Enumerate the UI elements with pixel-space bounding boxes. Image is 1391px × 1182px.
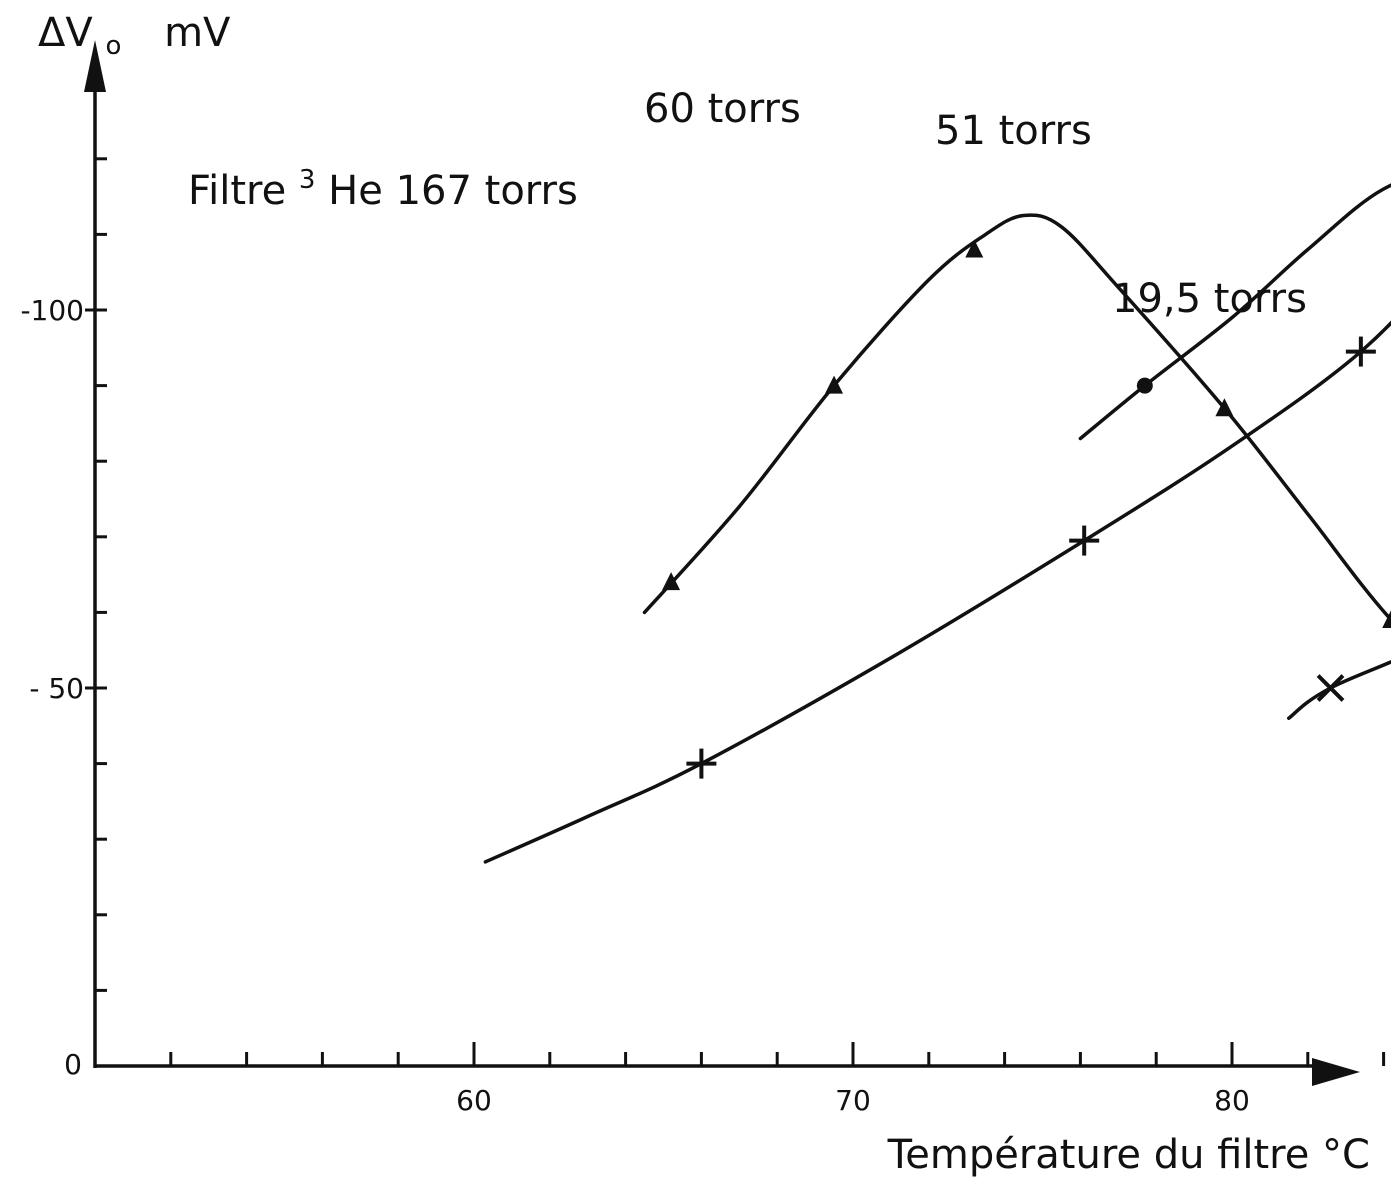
tick-labels-group: 607080901000- 50-100 [20,294,1250,1117]
data-point-51-plus [1069,525,1100,556]
x-axis-arrowhead [1312,1058,1360,1086]
series-curves-group [483,183,1391,864]
data-point-51-plus [1345,336,1376,367]
series-curve-19-5-torrs [1287,660,1391,720]
series-curve-51-torrs [483,320,1391,864]
annotation-167-sup: 3 [299,165,316,195]
series-curve-60-torrs [1078,183,1391,441]
y-tick-label: - 50 [29,672,84,705]
data-point-51-plus [686,748,717,779]
y-axis-label-unit: mV [164,10,231,56]
annotation-167-prefix: Filtre [188,168,299,214]
data-point-19-5-x [1316,674,1345,702]
ticks-group [85,157,1386,1066]
data-point-167-triangle [965,239,984,258]
data-point-167-triangle [1382,610,1391,628]
data-markers-group [662,239,1391,779]
annotation-60-torrs: 60 torrs [644,86,801,132]
data-point-167-triangle [1215,398,1234,417]
data-point-167-triangle [662,572,681,591]
y-axis-arrowhead [84,40,106,92]
y-tick-label: -100 [20,294,84,327]
annotation-19-5-torrs: 19,5 torrs [1112,276,1307,322]
x-tick-label: 60 [456,1084,492,1117]
x-tick-label: 80 [1214,1084,1250,1117]
y-axis-label: ΔV o mV [38,10,231,64]
data-point-167-triangle [825,375,844,394]
annotation-167-torrs: Filtre 3 He 167 torrs [188,152,578,214]
x-axis-label: Température du filtre °C [887,1132,1370,1178]
annotation-167-text: He 167 torrs [328,168,578,214]
y-axis-label-main: ΔV [38,10,93,56]
data-point-60-dot [1136,377,1153,394]
series-curve-167-torrs [642,213,1391,623]
y-tick-label: 0 [64,1048,82,1081]
x-tick-label: 70 [835,1084,871,1117]
y-axis-label-sub: o [105,31,121,61]
annotation-51-torrs: 51 torrs [935,108,1092,154]
